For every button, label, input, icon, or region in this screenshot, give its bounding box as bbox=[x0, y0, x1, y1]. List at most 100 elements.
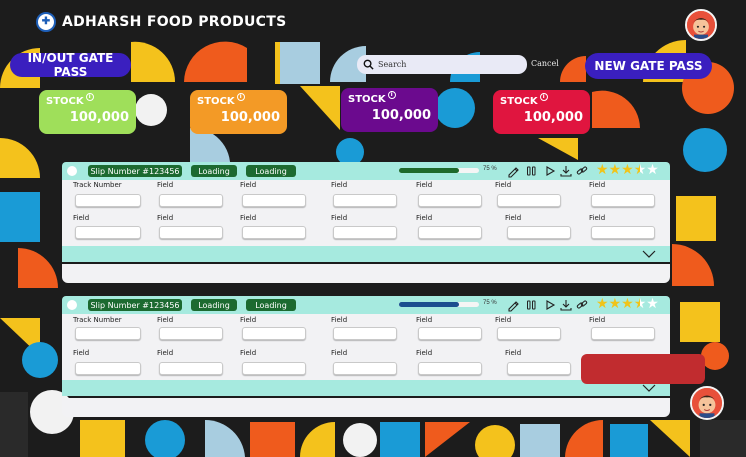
pencil-button[interactable] bbox=[506, 298, 520, 312]
download-button[interactable] bbox=[559, 164, 573, 178]
search-bar[interactable] bbox=[357, 55, 527, 74]
text-field[interactable] bbox=[418, 194, 482, 207]
star-icon[interactable]: ★ bbox=[596, 162, 609, 178]
text-field[interactable] bbox=[333, 327, 397, 340]
field-label: Track Number bbox=[73, 181, 122, 189]
field-label: Field bbox=[331, 214, 348, 222]
progress-label: 75 % bbox=[483, 300, 497, 306]
field-label: Field bbox=[240, 316, 257, 324]
field-label: Field bbox=[157, 316, 174, 324]
field-label: Field bbox=[157, 214, 174, 222]
play-icon bbox=[546, 166, 556, 176]
pencil-button[interactable] bbox=[506, 164, 520, 178]
stock-card[interactable]: STOCK i 100,000 bbox=[493, 90, 590, 134]
stock-value: 100,000 bbox=[220, 110, 280, 125]
progress-label: 75 % bbox=[483, 166, 497, 172]
expand-bar[interactable] bbox=[62, 246, 670, 262]
text-field[interactable] bbox=[591, 194, 655, 207]
info-icon[interactable]: i bbox=[539, 93, 548, 101]
download-icon bbox=[560, 300, 572, 311]
text-field[interactable] bbox=[75, 194, 141, 207]
info-icon[interactable]: i bbox=[387, 91, 396, 99]
field-label: Field bbox=[416, 316, 433, 324]
status-badge: Loading bbox=[191, 299, 237, 311]
alert-box[interactable] bbox=[581, 354, 705, 384]
link-icon bbox=[576, 166, 588, 175]
status-badge: Loading bbox=[246, 165, 296, 177]
field-label: Field bbox=[240, 214, 257, 222]
pause-button[interactable] bbox=[524, 164, 538, 178]
text-field[interactable] bbox=[418, 226, 482, 239]
user-avatar[interactable] bbox=[685, 9, 717, 41]
text-field[interactable] bbox=[418, 327, 482, 340]
text-field[interactable] bbox=[333, 194, 397, 207]
link-button[interactable] bbox=[575, 298, 589, 312]
text-field[interactable] bbox=[75, 327, 141, 340]
stock-card[interactable]: STOCK i 100,000 bbox=[39, 90, 136, 134]
play-button[interactable] bbox=[543, 298, 557, 312]
stock-value: 100,000 bbox=[69, 110, 129, 125]
star-icon[interactable]: ★ bbox=[608, 162, 622, 178]
slip-number-badge: Slip Number #123456 bbox=[88, 299, 182, 311]
field-label: Field bbox=[157, 181, 174, 189]
star-icon[interactable]: ★ bbox=[596, 296, 609, 312]
download-button[interactable] bbox=[559, 298, 573, 312]
new-gate-pass-button[interactable]: NEW GATE PASS bbox=[585, 53, 712, 79]
text-field[interactable] bbox=[75, 362, 141, 375]
text-field[interactable] bbox=[333, 226, 397, 239]
text-field[interactable] bbox=[418, 362, 482, 375]
select-radio[interactable] bbox=[67, 300, 77, 310]
in-out-gate-pass-button[interactable]: IN/OUT GATE PASS bbox=[10, 51, 131, 79]
text-field[interactable] bbox=[242, 194, 306, 207]
select-radio[interactable] bbox=[67, 166, 77, 176]
text-field[interactable] bbox=[333, 362, 397, 375]
expand-bar[interactable] bbox=[62, 380, 670, 396]
field-label: Track Number bbox=[73, 316, 122, 324]
star-icon[interactable]: ★ bbox=[621, 296, 634, 312]
chevron-down-icon bbox=[642, 250, 656, 258]
text-field[interactable] bbox=[497, 194, 561, 207]
search-input[interactable] bbox=[378, 60, 508, 69]
text-field[interactable] bbox=[75, 226, 141, 239]
link-icon bbox=[576, 300, 588, 309]
star-icon[interactable]: ★ bbox=[646, 162, 659, 178]
rating-stars[interactable]: ★ ★ ★ ★ ★ bbox=[596, 163, 659, 178]
cancel-link[interactable]: Cancel bbox=[531, 59, 559, 68]
pencil-icon bbox=[508, 167, 519, 178]
pause-icon bbox=[527, 300, 536, 310]
assistant-avatar[interactable] bbox=[690, 386, 724, 420]
stock-card[interactable]: STOCK i 100,000 bbox=[341, 88, 438, 132]
star-icon[interactable]: ★ bbox=[646, 296, 659, 312]
star-icon[interactable]: ★ bbox=[633, 296, 647, 312]
text-field[interactable] bbox=[159, 226, 223, 239]
text-field[interactable] bbox=[159, 327, 223, 340]
star-icon[interactable]: ★ bbox=[621, 162, 634, 178]
link-button[interactable] bbox=[575, 164, 589, 178]
text-field[interactable] bbox=[507, 226, 571, 239]
progress-fill bbox=[399, 168, 459, 173]
panel-toolbar: Slip Number #123456 Loading Loading 75 % ★ ★ ★… bbox=[62, 296, 670, 314]
rating-stars[interactable]: ★ ★ ★ ★ ★ bbox=[596, 297, 659, 312]
chevron-down-icon bbox=[642, 384, 656, 392]
text-field[interactable] bbox=[242, 226, 306, 239]
stock-card[interactable]: STOCK i 100,000 bbox=[190, 90, 287, 134]
gate-pass-panel: Slip Number #123456 Loading Loading 75 % ★ ★ ★… bbox=[62, 162, 670, 283]
pause-button[interactable] bbox=[524, 298, 538, 312]
field-label: Field bbox=[73, 214, 90, 222]
text-field[interactable] bbox=[242, 362, 306, 375]
star-icon[interactable]: ★ bbox=[608, 296, 622, 312]
pass-form: Track Number Field Field Field Field Field Fie… bbox=[62, 314, 670, 380]
info-icon[interactable]: i bbox=[236, 93, 245, 101]
text-field[interactable] bbox=[159, 194, 223, 207]
play-button[interactable] bbox=[543, 164, 557, 178]
text-field[interactable] bbox=[159, 362, 223, 375]
text-field[interactable] bbox=[591, 327, 655, 340]
text-field[interactable] bbox=[242, 327, 306, 340]
text-field[interactable] bbox=[507, 362, 571, 375]
text-field[interactable] bbox=[497, 327, 561, 340]
progress-bar bbox=[399, 302, 479, 307]
field-label: Field bbox=[416, 349, 433, 357]
text-field[interactable] bbox=[591, 226, 655, 239]
info-icon[interactable]: i bbox=[85, 93, 94, 101]
star-icon[interactable]: ★ bbox=[633, 162, 647, 178]
